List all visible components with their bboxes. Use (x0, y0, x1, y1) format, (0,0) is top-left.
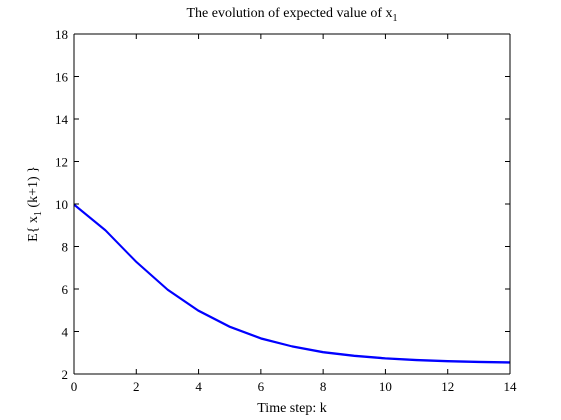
chart-title-subscript: 1 (393, 13, 398, 24)
x-tick-label-4: 4 (195, 379, 202, 394)
series-line-1 (73, 203, 511, 363)
y-ticks: 2 4 6 8 10 12 14 16 18 (55, 27, 510, 382)
x-tick-label-0: 0 (71, 379, 78, 394)
y-axis-label-prefix: E{ x (26, 216, 41, 242)
x-tick-label-10: 10 (379, 379, 392, 394)
y-tick-label-6: 6 (62, 282, 69, 297)
x-tick-label-14: 14 (504, 379, 518, 394)
y-tick-label-16: 16 (55, 70, 69, 85)
x-axis-label: Time step: k (257, 401, 327, 416)
y-tick-label-18: 18 (55, 27, 68, 42)
y-tick-label-4: 4 (62, 325, 69, 340)
x-tick-label-2: 2 (133, 379, 140, 394)
x-tick-label-12: 12 (441, 379, 454, 394)
y-tick-label-10: 10 (55, 197, 68, 212)
series-layer (73, 203, 511, 364)
chart-title: The evolution of expected value of x1 (186, 6, 397, 24)
x-tick-label-6: 6 (258, 379, 265, 394)
y-axis-label: E{ x1 (k+1) } (26, 166, 44, 242)
y-axis-label-suffix: (k+1) } (26, 166, 41, 211)
y-tick-label-14: 14 (55, 112, 69, 127)
y-axis-label-subscript: 1 (33, 211, 44, 216)
y-tick-label-8: 8 (62, 240, 69, 255)
chart-title-main: The evolution of expected value of x (186, 6, 392, 21)
series-line-2 (73, 204, 511, 364)
x-ticks: 0 2 4 6 8 10 12 14 (71, 34, 517, 394)
plot-area (74, 34, 510, 374)
y-tick-label-2: 2 (62, 367, 69, 382)
x-tick-label-8: 8 (320, 379, 327, 394)
y-tick-label-12: 12 (55, 155, 68, 170)
